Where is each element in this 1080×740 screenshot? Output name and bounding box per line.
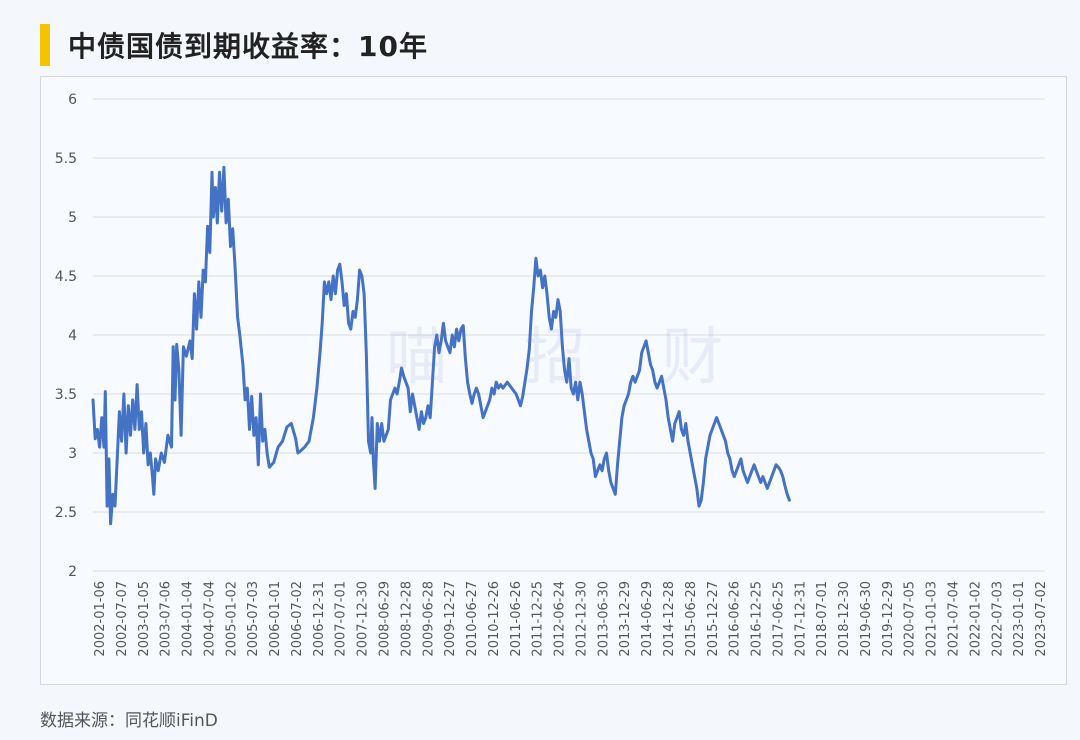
- chart-title: 中债国债到期收益率：10年: [68, 30, 428, 63]
- x-tick-label: 2009-12-27: [443, 581, 458, 657]
- x-tick-label: 2013-06-30: [596, 581, 611, 657]
- y-tick-label: 4.5: [55, 269, 77, 285]
- x-tick-label: 2018-07-01: [815, 581, 830, 657]
- x-tick-label: 2007-07-01: [334, 581, 349, 657]
- x-tick-label: 2011-12-25: [531, 581, 546, 657]
- x-tick-label: 2009-06-28: [421, 581, 436, 657]
- series-line: [91, 165, 791, 526]
- x-tick-label: 2020-07-05: [903, 581, 918, 657]
- x-tick-label: 2011-06-26: [509, 581, 524, 657]
- x-tick-label: 2019-12-29: [881, 581, 896, 657]
- x-tick-label: 2004-01-04: [181, 581, 196, 657]
- x-tick-label: 2023-07-02: [1034, 581, 1049, 657]
- x-tick-label: 2002-07-07: [115, 581, 130, 657]
- chart-frame: 2 2.5 3 3.5 4 4.5 5 5.5 6 2002-01-06 2002-07-07 200…: [40, 76, 1067, 685]
- x-tick-label: 2005-01-02: [224, 581, 239, 657]
- x-tick-label: 2008-12-28: [399, 581, 414, 657]
- x-tick-label: 2015-12-27: [706, 581, 721, 657]
- x-tick-label: 2012-06-24: [553, 581, 568, 657]
- y-tick-label: 4: [68, 328, 77, 344]
- y-tick-label: 6: [68, 92, 77, 108]
- x-tick-label: 2021-01-03: [925, 581, 940, 657]
- y-tick-label: 2.5: [55, 505, 77, 521]
- y-tick-label: 5: [68, 210, 77, 226]
- x-tick-label: 2012-12-30: [574, 581, 589, 657]
- x-tick-label: 2017-12-31: [793, 581, 808, 657]
- x-tick-label: 2003-07-06: [159, 581, 174, 657]
- x-tick-label: 2018-12-30: [837, 581, 852, 657]
- watermark: 喵 招 财: [386, 320, 752, 393]
- x-tick-label: 2002-01-06: [93, 581, 108, 657]
- x-tick-label: 2014-12-28: [662, 581, 677, 657]
- x-tick-label: 2006-01-01: [268, 581, 283, 657]
- x-tick-label: 2015-06-28: [684, 581, 699, 657]
- x-tick-label: 2003-01-05: [137, 581, 152, 657]
- line-chart: 2 2.5 3 3.5 4 4.5 5 5.5 6 2002-01-06 2002-07-07 200…: [55, 92, 1049, 657]
- y-tick-label: 2: [68, 564, 77, 580]
- x-tick-label: 2017-06-25: [771, 581, 786, 657]
- x-tick-label: 2014-06-29: [640, 581, 655, 657]
- title-accent-bar: [40, 24, 50, 66]
- title-bar: 中债国债到期收益率：10年: [40, 24, 428, 66]
- x-tick-label: 2010-06-27: [465, 581, 480, 657]
- x-tick-label: 2006-07-02: [290, 581, 305, 657]
- x-tick-label: 2010-12-26: [487, 581, 502, 657]
- x-tick-label: 2016-06-26: [728, 581, 743, 657]
- y-tick-label: 3.5: [55, 387, 77, 403]
- x-tick-label: 2007-12-30: [356, 581, 371, 657]
- x-tick-label: 2023-01-01: [1012, 581, 1027, 657]
- y-tick-label: 5.5: [55, 151, 77, 167]
- x-tick-label: 2013-12-29: [618, 581, 633, 657]
- x-tick-label: 2022-01-02: [968, 581, 983, 657]
- x-tick-label: 2021-07-04: [947, 581, 962, 657]
- x-tick-label: 2016-12-25: [750, 581, 765, 657]
- x-tick-label: 2005-07-03: [246, 581, 261, 657]
- y-tick-label: 3: [68, 446, 77, 462]
- x-tick-label: 2008-06-29: [378, 581, 393, 657]
- x-tick-label: 2022-07-03: [990, 581, 1005, 657]
- x-tick-label: 2019-06-30: [859, 581, 874, 657]
- data-source: 数据来源：同花顺iFinD: [40, 711, 218, 731]
- x-tick-label: 2004-07-04: [202, 581, 217, 657]
- x-tick-label: 2006-12-31: [312, 581, 327, 657]
